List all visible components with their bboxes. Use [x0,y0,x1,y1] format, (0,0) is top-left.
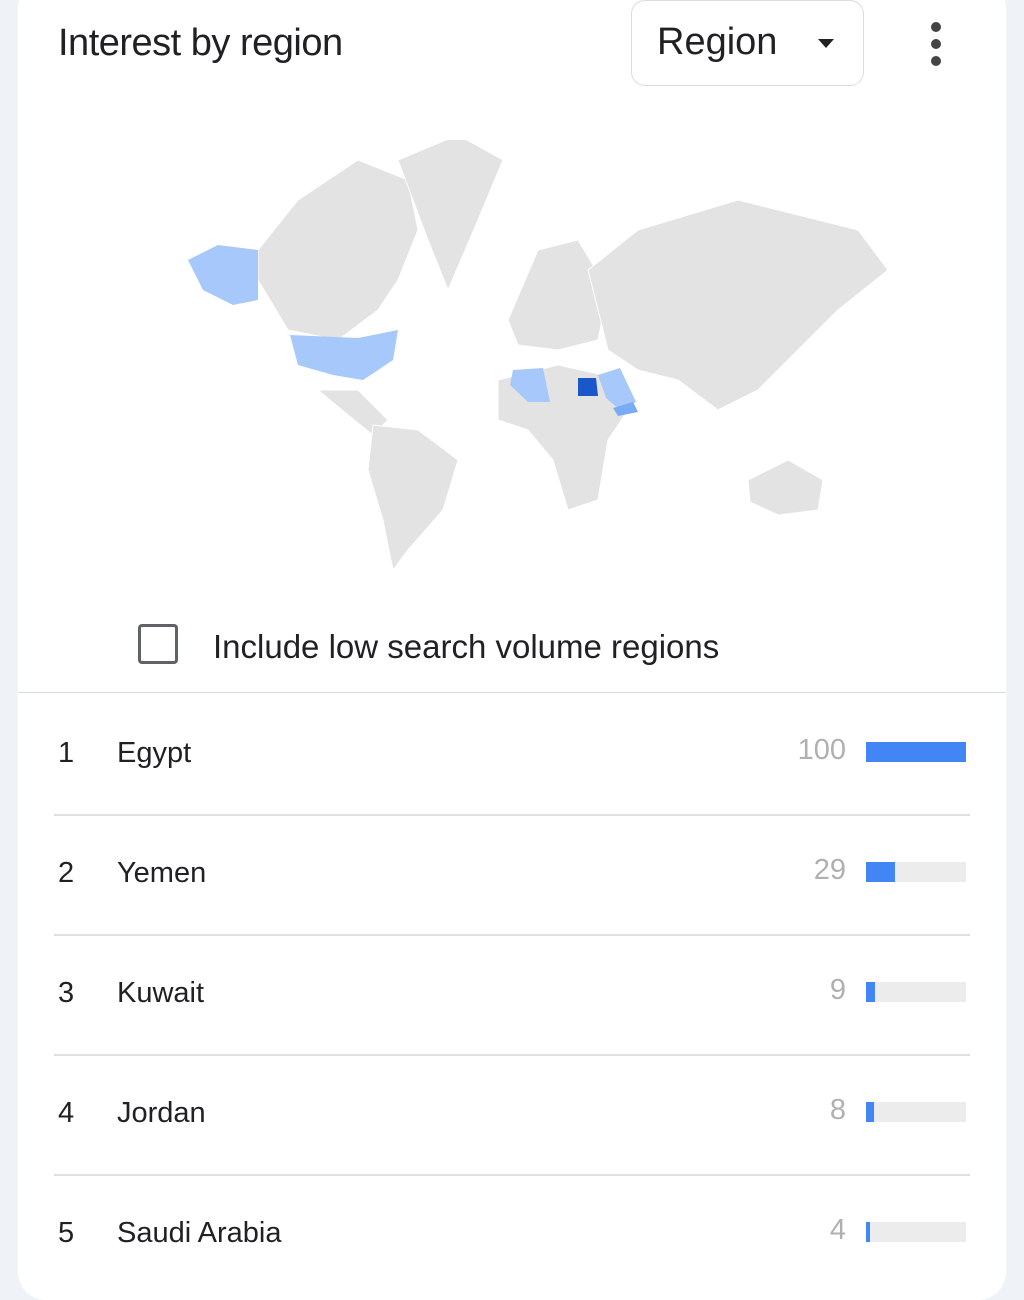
map-greenland [397,140,504,292]
row-region-name[interactable]: Egypt [117,737,192,769]
row-bar-fill [866,862,895,882]
region-select-label: Region [657,21,778,63]
map-yemen [613,402,638,416]
row-bar-track [866,742,966,762]
map-australia [747,459,824,516]
row-divider [54,1054,970,1056]
map-south-america [367,424,459,572]
low-volume-checkbox[interactable] [138,624,178,664]
row-rank: 3 [58,977,75,1009]
row-bar-fill [866,982,875,1002]
divider [18,692,1006,693]
card-title: Interest by region [58,22,343,64]
row-value: 4 [829,1214,846,1246]
row-region-name[interactable]: Yemen [117,857,207,889]
row-value: 9 [829,974,846,1006]
row-bar-fill [866,1222,870,1242]
row-rank: 1 [58,737,75,769]
row-bar-fill [866,742,966,762]
map-egypt [578,378,598,396]
row-value: 29 [813,854,846,886]
row-bar-track [866,982,966,1002]
map-europe [507,239,609,351]
map-asia [587,199,889,411]
row-divider [54,814,970,816]
table-row[interactable]: 2 Yemen 29 [54,814,970,934]
row-rank: 2 [58,857,75,889]
map-canada [257,159,419,341]
more-options-icon[interactable] [926,22,946,68]
row-bar-track [866,862,966,882]
row-value: 100 [797,734,846,766]
row-region-name[interactable]: Kuwait [117,977,205,1009]
table-row[interactable]: 5 Saudi Arabia 4 [54,1174,970,1294]
table-row[interactable]: 3 Kuwait 9 [54,934,970,1054]
row-rank: 5 [58,1217,75,1249]
table-row[interactable]: 1 Egypt 100 [54,694,970,814]
map-algeria [510,368,550,402]
interest-by-region-card: Interest by region Region Include low se… [18,0,1006,1300]
row-region-name[interactable]: Saudi Arabia [117,1217,282,1249]
row-divider [54,1174,970,1176]
map-usa [290,330,398,380]
low-volume-label: Include low search volume regions [213,628,720,665]
map-alaska [188,245,258,305]
region-select[interactable]: Region [631,0,864,86]
dropdown-caret-icon [818,39,834,48]
row-rank: 4 [58,1097,75,1129]
row-value: 8 [829,1094,846,1126]
row-divider [54,934,970,936]
row-region-name[interactable]: Jordan [117,1097,206,1129]
table-row[interactable]: 4 Jordan 8 [54,1054,970,1174]
map-saudi-arabia [598,368,636,410]
row-bar-fill [866,1102,874,1122]
row-bar-track [866,1102,966,1122]
row-bar-track [866,1222,966,1242]
world-map [188,140,889,572]
